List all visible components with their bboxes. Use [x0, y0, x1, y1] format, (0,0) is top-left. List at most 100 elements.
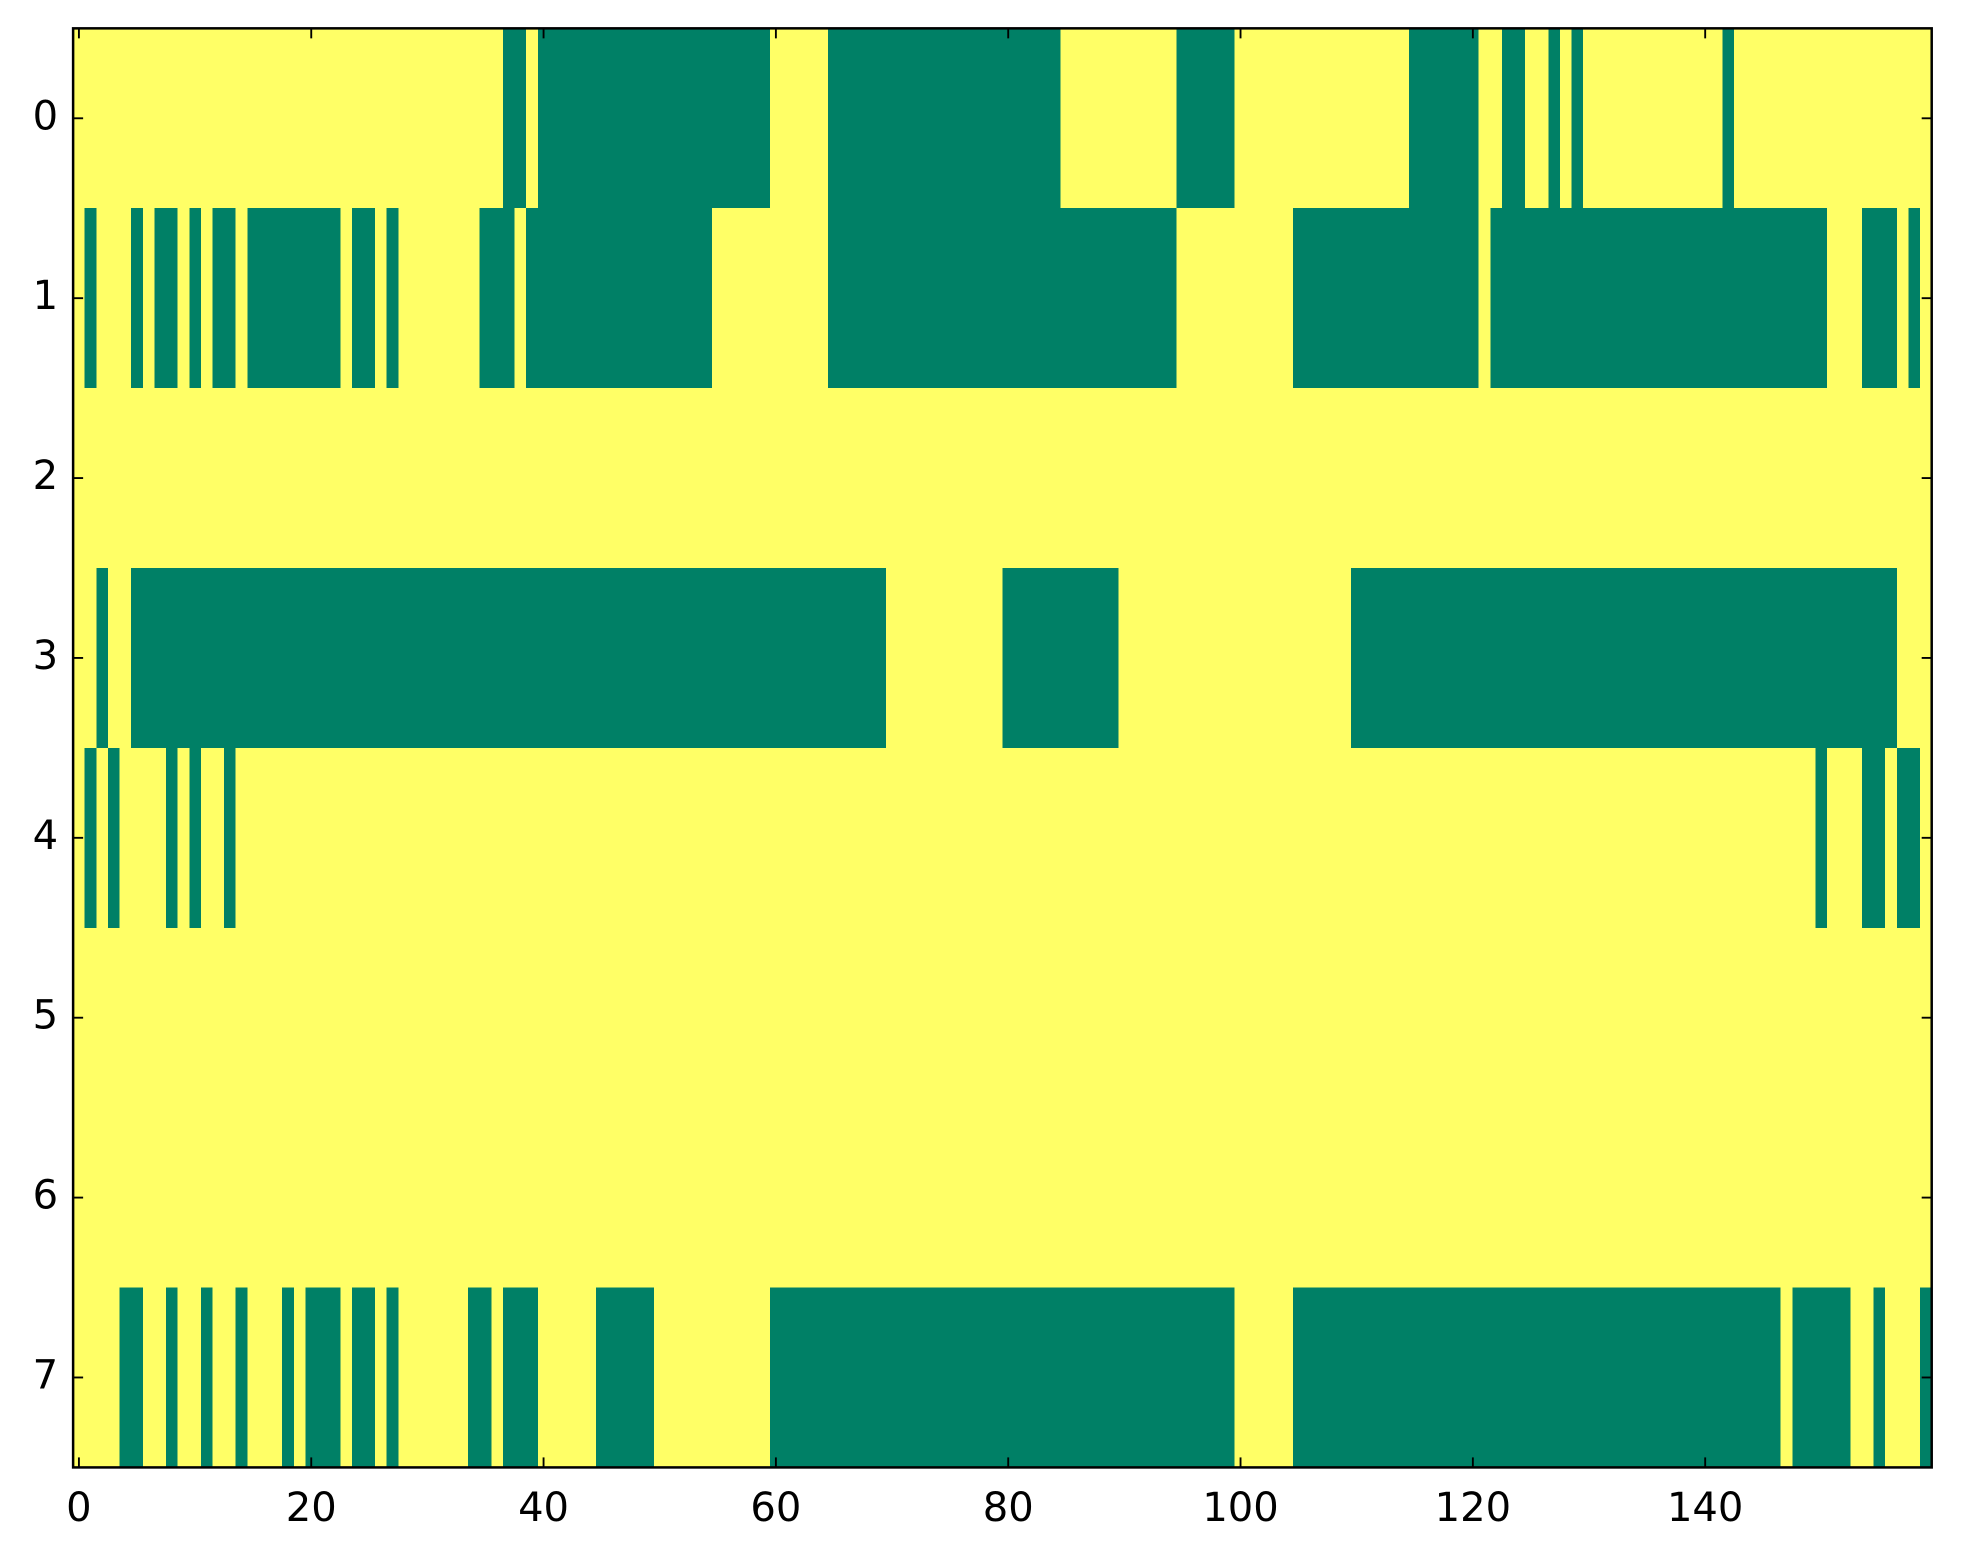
cell: [235, 388, 248, 569]
cell: [1199, 1107, 1212, 1289]
cell: [131, 388, 144, 569]
cell: [1559, 388, 1573, 569]
cell: [1629, 568, 1642, 749]
cell: [723, 388, 736, 569]
cell: [839, 28, 852, 209]
cell: [886, 568, 899, 749]
cell: [1734, 28, 1747, 209]
cell: [1443, 568, 1456, 749]
cell: [979, 927, 992, 1109]
cell: [258, 927, 272, 1109]
cell: [793, 1107, 806, 1289]
cell: [1350, 927, 1364, 1109]
cell: [1606, 747, 1619, 929]
cell: [1536, 927, 1549, 1109]
cell: [1246, 1287, 1259, 1468]
cell: [1408, 208, 1422, 389]
plot-frame: [71, 27, 1933, 1469]
cell: [1014, 568, 1027, 749]
cell: [1083, 1287, 1096, 1468]
cell: [166, 747, 179, 929]
cell: [1850, 208, 1863, 389]
cell: [723, 1107, 736, 1289]
cell: [1803, 927, 1817, 1109]
cell: [1618, 1107, 1631, 1289]
cell: [1583, 28, 1596, 209]
cell: [468, 568, 481, 749]
cell: [1455, 1107, 1468, 1289]
cell: [1211, 747, 1224, 929]
cell: [1037, 1287, 1050, 1468]
cell: [247, 927, 260, 1109]
cell: [549, 927, 562, 1109]
cell: [317, 388, 330, 569]
cell: [456, 927, 469, 1109]
cell: [1606, 568, 1619, 749]
cell: [363, 1107, 376, 1289]
cell: [1095, 1287, 1108, 1468]
cell: [1339, 747, 1352, 929]
cell: [1188, 1287, 1201, 1468]
cell: [712, 28, 725, 209]
cell: [1501, 28, 1515, 209]
cell: [932, 208, 945, 389]
cell: [1281, 1287, 1294, 1468]
cell: [1734, 747, 1747, 929]
cell: [770, 388, 783, 569]
cell: [990, 747, 1003, 929]
cell: [1467, 388, 1480, 569]
cell: [247, 1107, 260, 1289]
cell: [1374, 568, 1387, 749]
cell: [142, 388, 155, 569]
cell: [351, 208, 365, 389]
cell: [1664, 747, 1677, 929]
cell: [1467, 28, 1480, 209]
cell: [932, 28, 945, 209]
cell: [1339, 208, 1352, 389]
cell: [200, 388, 214, 569]
cell: [1815, 388, 1828, 569]
cell: [1106, 28, 1120, 209]
cell: [1618, 28, 1631, 209]
cell: [758, 388, 771, 569]
cell: [1083, 927, 1096, 1109]
cell: [560, 388, 574, 569]
cell: [1223, 568, 1236, 749]
cell: [1211, 28, 1224, 209]
cell: [781, 747, 794, 929]
cell: [944, 28, 957, 209]
cell: [839, 1287, 852, 1468]
cell: [1629, 208, 1642, 389]
cell: [1165, 568, 1178, 749]
cell: [1165, 927, 1178, 1109]
cell: [189, 927, 202, 1109]
cell: [1420, 568, 1433, 749]
cell: [1397, 28, 1410, 209]
cell: [1246, 927, 1259, 1109]
cell: [363, 388, 376, 569]
cell: [1072, 28, 1085, 209]
cell: [491, 927, 504, 1109]
cell: [1281, 208, 1294, 389]
cell: [723, 1287, 736, 1468]
cell: [944, 747, 957, 929]
cell: [572, 28, 585, 209]
cell: [1269, 208, 1282, 389]
cell: [1525, 747, 1538, 929]
cell: [1664, 1107, 1677, 1289]
cell: [1815, 568, 1828, 749]
cell: [282, 568, 295, 749]
cell: [1014, 927, 1027, 1109]
cell: [142, 568, 155, 749]
cell: [712, 208, 725, 389]
cell: [897, 208, 910, 389]
cell: [537, 1287, 550, 1468]
cell: [1130, 747, 1143, 929]
cell: [1722, 388, 1735, 569]
cell: [955, 28, 969, 209]
cell: [549, 208, 562, 389]
cell: [1095, 568, 1108, 749]
cell: [1257, 208, 1271, 389]
cell: [1432, 1107, 1445, 1289]
cell: [1339, 927, 1352, 1109]
